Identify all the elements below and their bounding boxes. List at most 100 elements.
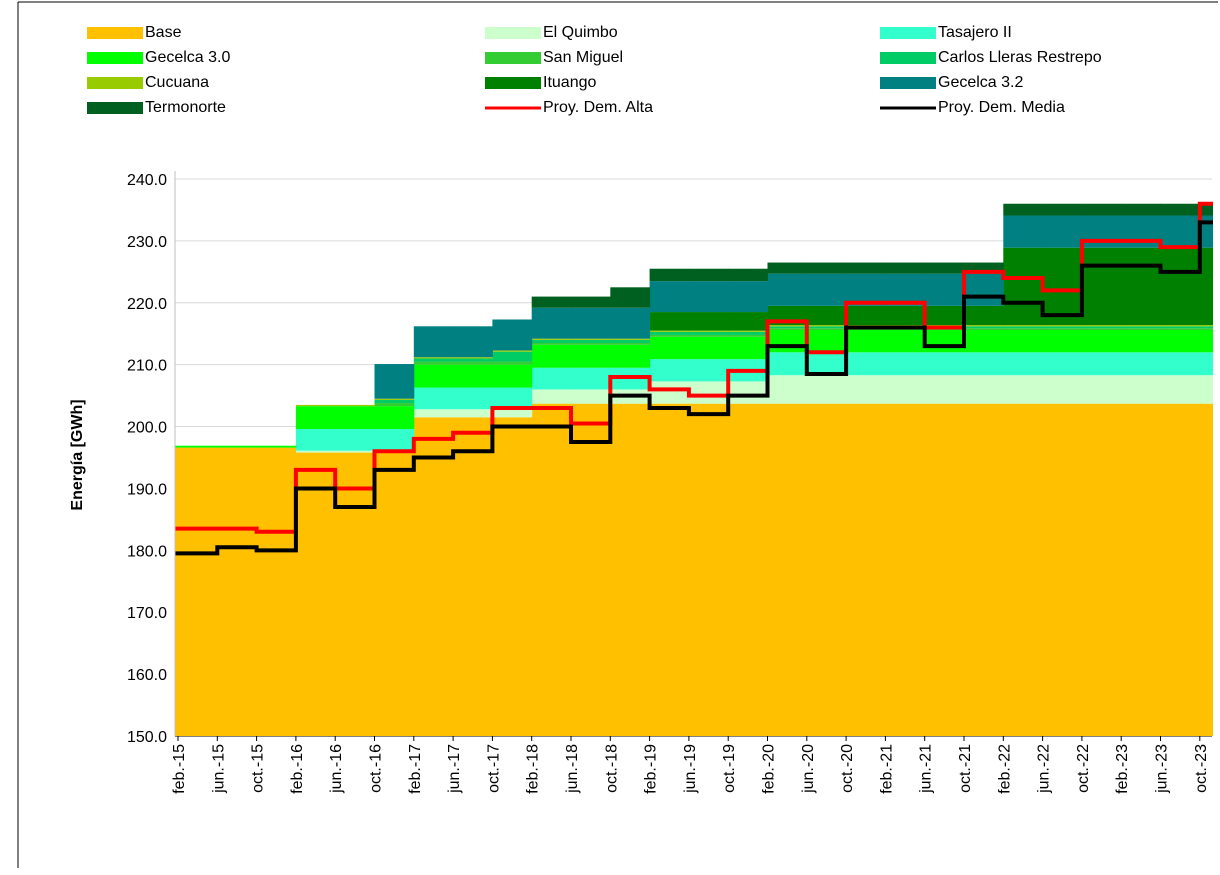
x-tick-label: oct.-21 [957, 744, 974, 793]
legend-label: San Miguel [543, 49, 623, 66]
area-segment [531, 344, 572, 368]
area-segment [1003, 247, 1044, 326]
area-segment [1042, 328, 1083, 331]
area-segment [1160, 403, 1201, 736]
area-segment [924, 262, 965, 274]
area-segment [1042, 375, 1083, 404]
area-segment [806, 325, 847, 327]
area-segment [571, 367, 611, 390]
area-segment [1199, 330, 1213, 353]
area-segment [1160, 203, 1201, 216]
area-segment [924, 352, 965, 376]
legend-label: Gecelca 3.0 [145, 49, 230, 66]
area-segment [1042, 326, 1083, 329]
area-segment [924, 330, 965, 353]
area-segment [453, 326, 493, 358]
area-segment [885, 305, 926, 326]
area-segment [964, 375, 1004, 404]
area-segment [806, 328, 847, 331]
area-segment [1081, 352, 1122, 376]
area-segment [649, 268, 690, 282]
legend-label: Ituango [543, 74, 596, 91]
area-segment [885, 330, 926, 353]
area-segment [531, 403, 572, 736]
x-tick-label: jun.-15 [210, 744, 227, 794]
area-segment [1042, 403, 1083, 736]
x-tick-label: feb.-23 [1114, 744, 1131, 794]
area-segment [767, 328, 808, 331]
area-segment [846, 375, 886, 404]
area-segment [1081, 403, 1122, 736]
y-axis-title: Energía [GWh] [69, 399, 86, 510]
area-segment [649, 331, 690, 335]
area-segment [728, 312, 768, 331]
area-segment [767, 262, 808, 274]
area-segment [374, 364, 415, 399]
area-segment [217, 447, 258, 736]
area-segment [610, 344, 651, 368]
legend-label: Termonorte [145, 99, 226, 116]
area-segment [688, 268, 729, 282]
legend-swatch [880, 27, 936, 39]
area-segment [846, 330, 886, 353]
area-segment [649, 330, 690, 332]
area-segment [374, 403, 415, 407]
area-segment [1003, 403, 1044, 736]
area-segment [924, 273, 965, 306]
x-tick-label: oct.-23 [1193, 744, 1210, 793]
area-segment [1042, 330, 1083, 353]
area-segment [1003, 203, 1044, 216]
area-segment [885, 352, 926, 376]
area-segment [1003, 325, 1044, 327]
x-tick-label: jun.-20 [800, 744, 817, 794]
y-tick-label: 180.0 [127, 543, 167, 560]
area-segment [492, 417, 533, 736]
area-segment [964, 328, 1004, 331]
area-segment [1003, 215, 1044, 248]
area-segment [688, 331, 729, 335]
x-tick-label: oct.-15 [250, 744, 267, 793]
area-segment [1121, 328, 1161, 331]
area-segment [964, 330, 1004, 353]
area-segment [335, 429, 375, 451]
area-segment [1003, 375, 1044, 404]
area-segment [295, 452, 336, 736]
area-segment [767, 403, 808, 736]
area-segment [1160, 326, 1201, 329]
area-segment [531, 343, 572, 345]
x-tick-label: feb.-15 [171, 744, 188, 794]
area-segment [806, 375, 847, 404]
area-segment [1121, 352, 1161, 376]
area-segment [1121, 330, 1161, 353]
area-segment [531, 367, 572, 390]
area-segment [335, 404, 375, 407]
area-segment [806, 326, 847, 329]
area-segment [374, 429, 415, 451]
area-segment [688, 403, 729, 736]
x-tick-label: oct.-20 [839, 744, 856, 793]
area-segment [649, 381, 690, 404]
area-segment [217, 445, 258, 448]
area-segment [846, 403, 886, 736]
legend-swatch [485, 77, 541, 89]
y-tick-label: 230.0 [127, 234, 167, 251]
area-segment [806, 273, 847, 306]
area-segment [964, 262, 1004, 274]
area-segment [1003, 352, 1044, 376]
x-tick-label: feb.-18 [525, 744, 542, 794]
area-segment [885, 262, 926, 274]
area-segment [924, 403, 965, 736]
y-tick-label: 160.0 [127, 667, 167, 684]
area-segment [531, 339, 572, 344]
area-segment [964, 325, 1004, 327]
x-tick-label: feb.-16 [289, 744, 306, 794]
area-segment [610, 339, 651, 344]
area-segment [846, 273, 886, 306]
area-segment [531, 389, 572, 404]
area-segment [492, 350, 533, 352]
legend-label: Proy. Dem. Alta [543, 99, 653, 116]
area-segment [295, 450, 336, 453]
area-segment [1081, 330, 1122, 353]
area-segment [335, 452, 375, 736]
area-segment [688, 334, 729, 337]
